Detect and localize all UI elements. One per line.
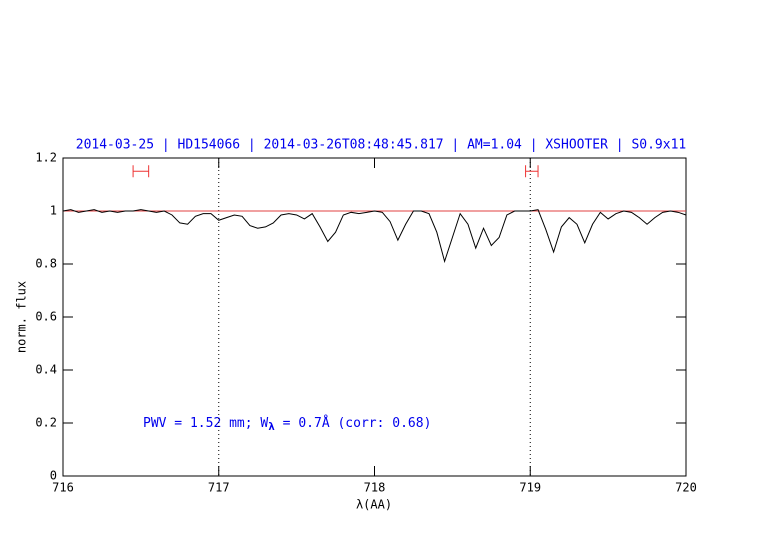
annotation-text: = 0.7Å (corr: 0.68) bbox=[275, 415, 432, 431]
y-tick-label: 1.2 bbox=[35, 151, 57, 165]
x-tick-label: 720 bbox=[675, 481, 697, 495]
series-line bbox=[62, 209, 687, 264]
x-tick-label: 719 bbox=[519, 481, 541, 495]
annotation: PWV = 1.52 mm; Wλ = 0.7Å (corr: 0.68) bbox=[143, 415, 431, 434]
y-tick-label: 0.8 bbox=[35, 257, 57, 271]
annotation-text: PWV = 1.52 mm; W bbox=[143, 416, 268, 431]
x-tick-label: 716 bbox=[52, 481, 74, 495]
y-tick-label: 0.4 bbox=[35, 363, 57, 377]
x-tick-label: 718 bbox=[364, 481, 386, 495]
x-tick-label: 717 bbox=[208, 481, 230, 495]
chart-title: 2014-03-25 | HD154066 | 2014-03-26T08:48… bbox=[76, 138, 686, 153]
range-marker bbox=[132, 165, 150, 178]
annotation-subscript: λ bbox=[268, 420, 275, 433]
y-tick-label: 0 bbox=[50, 469, 57, 483]
y-tick-label: 1 bbox=[50, 204, 57, 218]
range-marker bbox=[525, 165, 539, 178]
y-axis-label: norm. flux bbox=[15, 281, 29, 353]
y-tick-label: 0.6 bbox=[35, 310, 57, 324]
x-axis-label: λ(AA) bbox=[356, 498, 392, 512]
y-tick-label: 0.2 bbox=[35, 416, 57, 430]
